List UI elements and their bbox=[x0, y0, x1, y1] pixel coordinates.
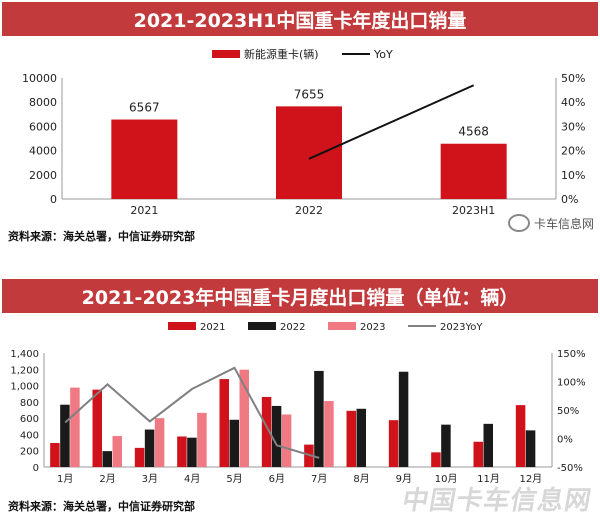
y-tick-label-right: 40% bbox=[561, 96, 585, 109]
wechat-logo-icon bbox=[507, 214, 530, 232]
x-tick-label: 9月 bbox=[396, 473, 412, 484]
monthly-export-chart: 0 200 400 600 800 1,000 1,200 1,400 -50% 0% 50% 100… bbox=[10, 322, 586, 484]
bar bbox=[50, 442, 60, 467]
y-tick-label-left: 600 bbox=[20, 414, 39, 425]
bar bbox=[324, 401, 334, 467]
legend-label: 新能源重卡(辆) bbox=[244, 47, 319, 61]
bar bbox=[431, 452, 441, 467]
bar bbox=[314, 370, 324, 467]
y-tick-label-left: 6000 bbox=[29, 120, 57, 133]
x-tick-label: 4月 bbox=[184, 473, 200, 484]
y-tick-label-right: 10% bbox=[561, 169, 585, 182]
bar bbox=[111, 119, 178, 199]
x-tick-label: 12月 bbox=[519, 473, 542, 484]
y-tick-label-left: 0 bbox=[33, 463, 39, 474]
y-tick-label-left: 1,200 bbox=[10, 365, 39, 376]
y-tick-label-left: 1,400 bbox=[10, 349, 39, 360]
x-tick-label: 7月 bbox=[311, 473, 327, 484]
annual-export-chart: 0 2000 4000 6000 8000 10000 0% 10% 20% 30% 40% 50% 2… bbox=[22, 47, 585, 217]
x-tick-label: 2021 bbox=[130, 204, 158, 217]
x-tick-label: 5月 bbox=[226, 473, 242, 484]
data-label: 6567 bbox=[129, 101, 160, 115]
bar bbox=[60, 404, 70, 467]
y-tick-label-left: 4000 bbox=[29, 145, 57, 158]
bar bbox=[177, 436, 187, 467]
bar bbox=[473, 441, 483, 467]
y-tick-label-left: 800 bbox=[20, 398, 39, 409]
x-tick-label: 8月 bbox=[353, 473, 369, 484]
bar bbox=[239, 369, 249, 467]
source-note: 资料来源：海关总署，中信证券研究部 bbox=[8, 230, 195, 243]
bar bbox=[276, 106, 342, 199]
x-tick-label: 2022 bbox=[295, 204, 323, 217]
bar bbox=[346, 410, 356, 467]
legend-swatch bbox=[168, 322, 196, 330]
data-label: 4568 bbox=[458, 125, 489, 139]
y-tick-label-right: 50% bbox=[557, 406, 579, 417]
bar bbox=[134, 447, 145, 467]
legend-label: YoY bbox=[373, 48, 393, 61]
y-tick-label-right: 0% bbox=[561, 193, 578, 206]
x-tick-label: 10月 bbox=[435, 473, 458, 484]
bar bbox=[102, 451, 112, 467]
y-tick-label-right: 100% bbox=[557, 378, 586, 389]
bar bbox=[441, 424, 451, 467]
y-tick-label-right: 20% bbox=[561, 145, 585, 158]
bar bbox=[229, 419, 239, 467]
bar bbox=[281, 414, 292, 467]
bar bbox=[112, 436, 122, 467]
bar bbox=[70, 387, 80, 467]
watermark-top: 卡车信息网 bbox=[507, 214, 594, 232]
watermark-bottom: 中国卡车信息网 bbox=[399, 486, 595, 516]
chart-title: 2021-2023H1中国重卡年度出口销量 bbox=[2, 2, 598, 36]
x-tick-label: 2023H1 bbox=[452, 204, 495, 217]
bar bbox=[144, 429, 155, 467]
bar bbox=[525, 430, 536, 467]
x-tick-label: 6月 bbox=[269, 473, 285, 484]
y-tick-label-right: -50% bbox=[557, 463, 583, 474]
legend-swatch bbox=[212, 50, 240, 58]
legend-swatch bbox=[328, 322, 356, 330]
watermark-text: 卡车信息网 bbox=[533, 216, 594, 231]
y-tick-label-left: 8000 bbox=[29, 96, 57, 109]
y-tick-label-left: 1,000 bbox=[10, 382, 39, 393]
bar bbox=[440, 143, 507, 199]
bar bbox=[92, 389, 102, 467]
bar bbox=[483, 423, 493, 467]
bar bbox=[187, 437, 197, 467]
legend-label: 2023 bbox=[360, 322, 385, 333]
y-tick-label-left: 10000 bbox=[22, 72, 57, 85]
bar bbox=[515, 405, 526, 467]
legend-label: 2021 bbox=[200, 322, 225, 333]
y-tick-label-right: 150% bbox=[557, 349, 586, 360]
x-tick-label: 11月 bbox=[477, 473, 500, 484]
chart-title: 2021-2023年中国重卡月度出口销量（单位：辆） bbox=[2, 279, 598, 313]
y-tick-label-left: 200 bbox=[20, 447, 39, 458]
y-tick-label-right: 50% bbox=[561, 72, 585, 85]
y-tick-label-left: 0 bbox=[50, 193, 57, 206]
bar bbox=[271, 405, 282, 467]
y-tick-label-left: 2000 bbox=[29, 169, 57, 182]
x-tick-label: 3月 bbox=[142, 473, 158, 484]
bar bbox=[388, 420, 399, 467]
bar bbox=[356, 408, 366, 467]
source-note: 资料来源：海关总署，中信证券研究部 bbox=[8, 500, 195, 513]
y-tick-label-left: 400 bbox=[20, 430, 39, 441]
data-label: 7655 bbox=[294, 87, 325, 101]
y-tick-label-right: 0% bbox=[557, 435, 573, 446]
bar bbox=[219, 379, 229, 467]
bar bbox=[197, 412, 207, 467]
bar bbox=[154, 418, 165, 467]
yoy-line bbox=[64, 366, 320, 459]
x-tick-label: 1月 bbox=[57, 473, 73, 484]
legend-label: 2023YoY bbox=[440, 322, 483, 333]
y-tick-label-right: 30% bbox=[561, 120, 585, 133]
x-tick-label: 2月 bbox=[99, 473, 115, 484]
bar bbox=[261, 396, 272, 467]
legend-label: 2022 bbox=[280, 322, 305, 333]
yoy-line bbox=[308, 84, 475, 160]
legend-swatch bbox=[248, 322, 276, 330]
bar bbox=[398, 371, 409, 467]
